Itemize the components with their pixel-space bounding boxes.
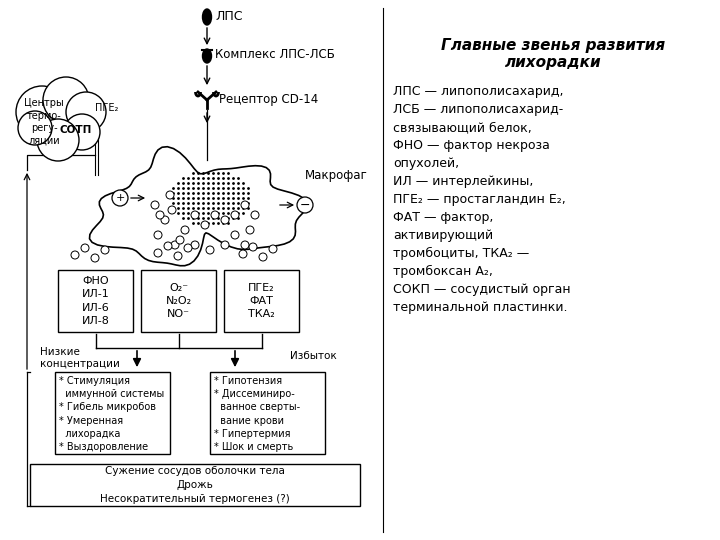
Circle shape xyxy=(37,119,79,161)
Circle shape xyxy=(101,246,109,254)
Text: СОТП: СОТП xyxy=(60,125,92,135)
Circle shape xyxy=(171,241,179,249)
Text: ЛПС: ЛПС xyxy=(215,10,243,24)
Circle shape xyxy=(181,226,189,234)
Circle shape xyxy=(241,201,249,209)
Circle shape xyxy=(231,231,239,239)
Circle shape xyxy=(71,251,79,259)
Circle shape xyxy=(221,241,229,249)
Ellipse shape xyxy=(202,9,212,25)
Bar xyxy=(210,372,325,454)
Text: * Гипотензия
* Диссеминиро-
  ванное сверты-
  вание крови
* Гипертермия
* Шок и: * Гипотензия * Диссеминиро- ванное сверт… xyxy=(214,376,300,452)
Text: +: + xyxy=(115,193,125,203)
Circle shape xyxy=(156,211,164,219)
Circle shape xyxy=(297,197,313,213)
Text: Низкие
концентрации: Низкие концентрации xyxy=(40,347,120,369)
Text: Центры
термо-
регу-
ляции: Центры термо- регу- ляции xyxy=(24,98,64,146)
Circle shape xyxy=(112,190,128,206)
Circle shape xyxy=(64,114,100,150)
Circle shape xyxy=(174,252,182,260)
Bar xyxy=(55,372,170,454)
Circle shape xyxy=(66,92,106,132)
Circle shape xyxy=(206,246,214,254)
Circle shape xyxy=(231,211,239,219)
Polygon shape xyxy=(89,147,307,266)
Text: Комплекс ЛПС-ЛСБ: Комплекс ЛПС-ЛСБ xyxy=(215,49,335,62)
Circle shape xyxy=(166,191,174,199)
Text: Рецептор CD-14: Рецептор CD-14 xyxy=(219,93,318,106)
Circle shape xyxy=(184,244,192,252)
Circle shape xyxy=(259,253,267,261)
Text: ПГЕ₂
ФАТ
ТКА₂: ПГЕ₂ ФАТ ТКА₂ xyxy=(248,283,275,319)
Circle shape xyxy=(241,241,249,249)
Text: ФНО
ИЛ-1
ИЛ-6
ИЛ-8: ФНО ИЛ-1 ИЛ-6 ИЛ-8 xyxy=(81,276,109,326)
Circle shape xyxy=(161,216,169,224)
Text: О₂⁻
N₂O₂
NO⁻: О₂⁻ N₂O₂ NO⁻ xyxy=(166,283,192,319)
Text: Сужение сосудов оболочки тела
Дрожь
Несократительный термогенез (?): Сужение сосудов оболочки тела Дрожь Несо… xyxy=(100,466,290,504)
Text: −: − xyxy=(300,199,310,212)
Circle shape xyxy=(246,226,254,234)
Circle shape xyxy=(221,216,229,224)
Text: Макрофаг: Макрофаг xyxy=(305,168,368,181)
Text: Избыток: Избыток xyxy=(290,351,337,361)
Circle shape xyxy=(154,231,162,239)
Circle shape xyxy=(91,254,99,262)
Bar xyxy=(58,270,133,332)
Text: Главные звенья развития
лихорадки: Главные звенья развития лихорадки xyxy=(441,38,665,70)
Circle shape xyxy=(191,211,199,219)
Circle shape xyxy=(81,244,89,252)
Circle shape xyxy=(43,77,89,123)
Circle shape xyxy=(168,206,176,214)
Circle shape xyxy=(211,211,219,219)
Ellipse shape xyxy=(202,49,212,63)
Circle shape xyxy=(251,211,259,219)
Circle shape xyxy=(201,221,209,229)
Bar xyxy=(224,270,299,332)
Text: ПГЕ₂: ПГЕ₂ xyxy=(95,103,118,113)
Text: ЛПС — липополисахарид,
ЛСБ — липополисахарид-
связывающий белок,
ФНО — фактор не: ЛПС — липополисахарид, ЛСБ — липополисах… xyxy=(393,85,571,314)
Circle shape xyxy=(18,111,52,145)
Circle shape xyxy=(269,245,277,253)
Bar xyxy=(141,270,216,332)
Circle shape xyxy=(176,236,184,244)
Circle shape xyxy=(239,250,247,258)
Circle shape xyxy=(151,201,159,209)
Circle shape xyxy=(164,242,172,250)
Circle shape xyxy=(191,241,199,249)
Bar xyxy=(30,464,360,506)
Circle shape xyxy=(154,249,162,257)
Circle shape xyxy=(249,243,257,251)
Circle shape xyxy=(16,86,68,138)
Text: * Стимуляция
  иммунной системы
* Гибель микробов
* Умеренная
  лихорадка
* Вызд: * Стимуляция иммунной системы * Гибель м… xyxy=(59,376,164,452)
